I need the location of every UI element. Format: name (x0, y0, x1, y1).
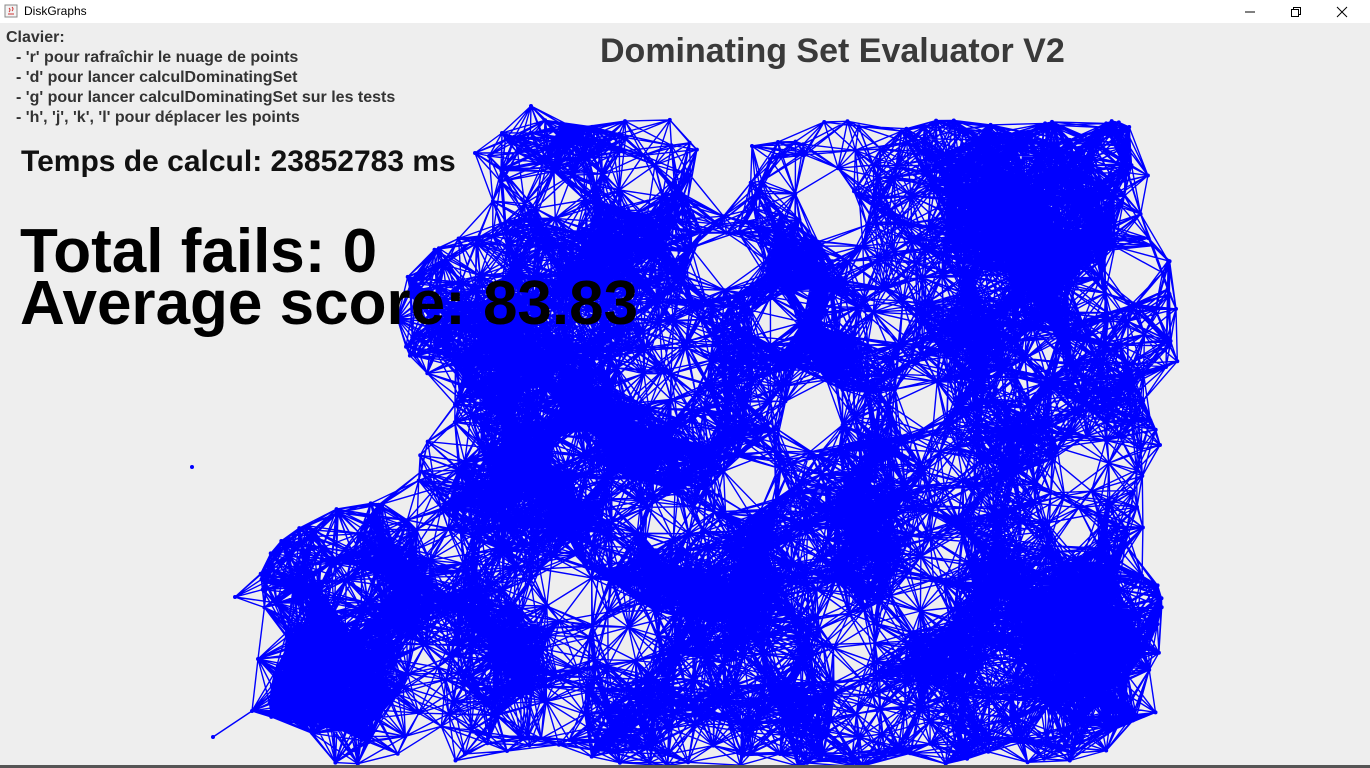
java-app-icon (4, 4, 18, 18)
graph-canvas[interactable]: Clavier: - 'r' pour rafraîchir le nuage … (0, 23, 1370, 768)
window-bottom-border (0, 765, 1370, 768)
evaluator-title: Dominating Set Evaluator V2 (600, 32, 1065, 70)
window-title: DiskGraphs (24, 4, 87, 18)
minimize-button[interactable] (1227, 0, 1273, 23)
minimize-icon (1245, 11, 1255, 12)
computation-time: Temps de calcul: 23852783 ms (21, 145, 456, 178)
average-score: Average score: 83.83 (20, 269, 639, 338)
help-line-tests: - 'g' pour lancer calculDominatingSet su… (16, 89, 396, 106)
close-button[interactable] (1319, 0, 1365, 23)
window-titlebar[interactable]: DiskGraphs (0, 0, 1370, 23)
restore-icon (1291, 6, 1301, 17)
maximize-button[interactable] (1273, 0, 1319, 23)
close-icon (1336, 6, 1348, 17)
total-fails: Total fails: 0 (20, 217, 378, 286)
help-line-compute: - 'd' pour lancer calculDominatingSet (16, 69, 298, 86)
help-line-refresh: - 'r' pour rafraîchir le nuage de points (16, 49, 299, 66)
graph-edges (212, 105, 1178, 768)
help-line-move: - 'h', 'j', 'k', 'l' pour déplacer les p… (16, 109, 300, 126)
disk-graph-plot (190, 104, 1180, 768)
keyboard-help-title: Clavier: (6, 29, 65, 46)
